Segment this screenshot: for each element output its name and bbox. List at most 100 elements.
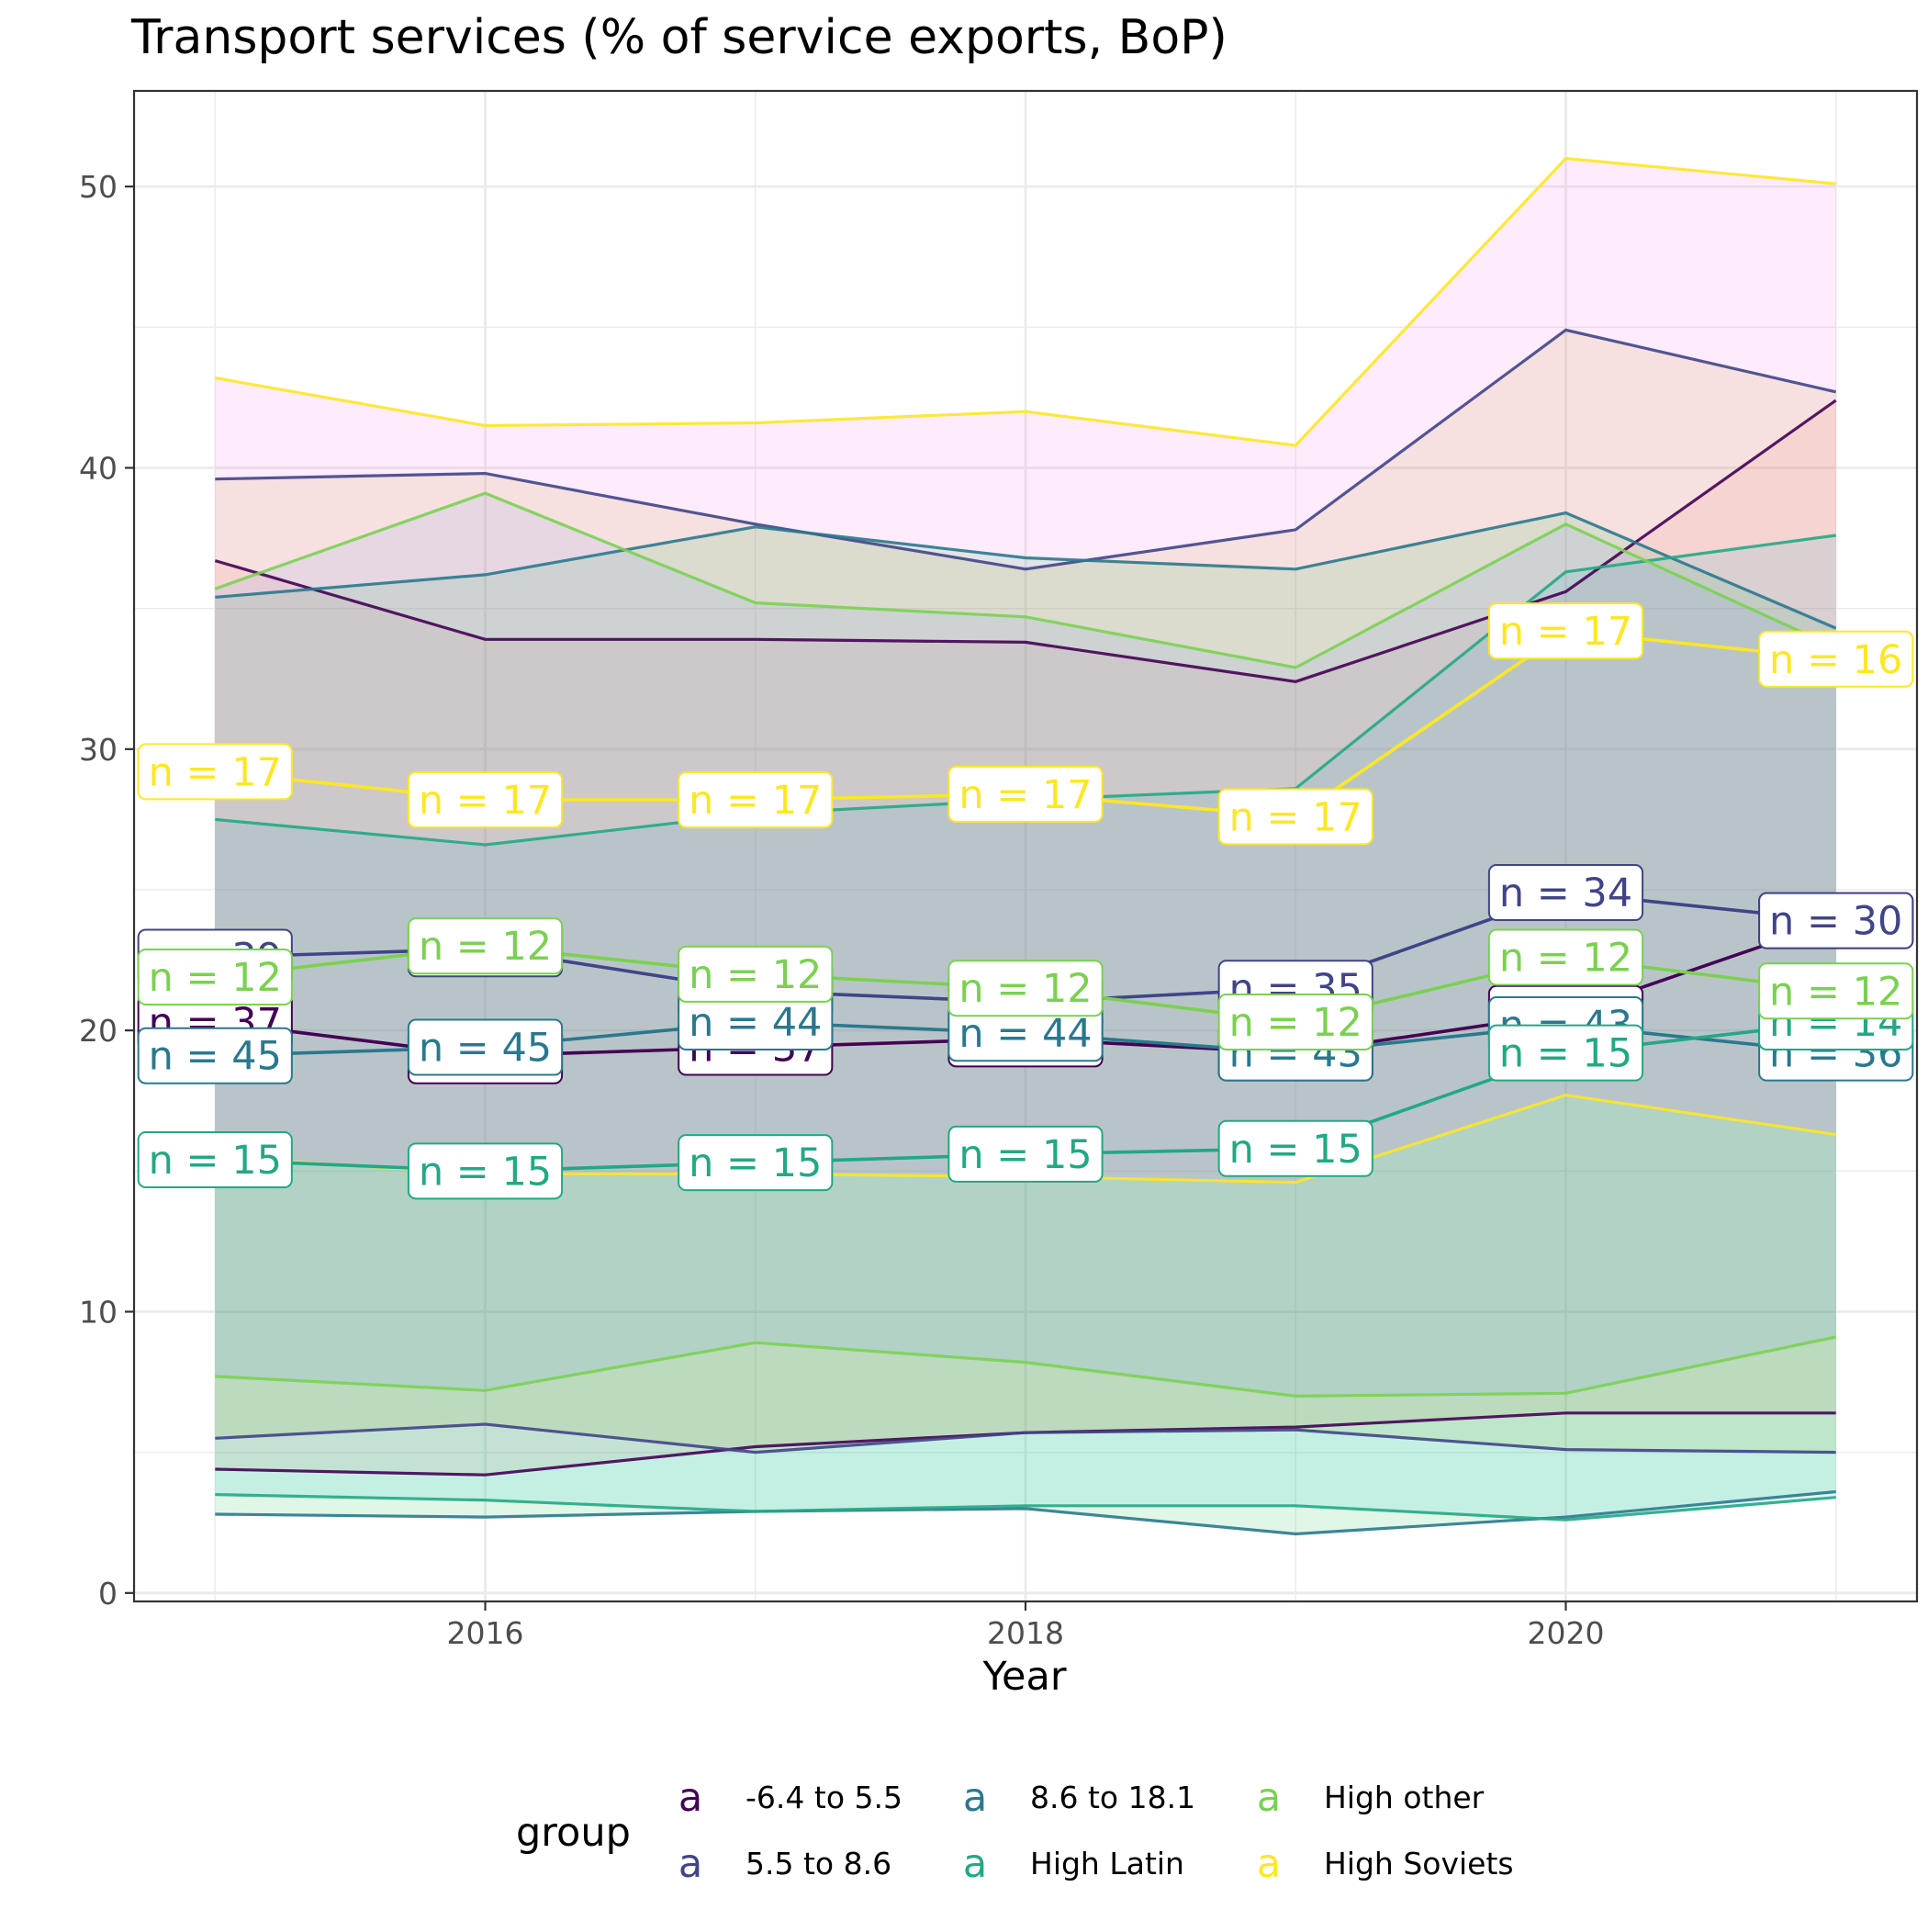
n-label-series-5: n = 16: [1758, 630, 1914, 688]
n-label-box: [1487, 1024, 1644, 1082]
n-label-text: n = 45: [419, 1026, 552, 1072]
n-label-series-4: n = 12: [407, 917, 564, 975]
legend-key-glyph: a: [963, 1775, 987, 1821]
y-tick-label: 20: [79, 1013, 118, 1049]
upper-line-series-0: [214, 399, 1837, 683]
n-label-series-5: n = 17: [678, 770, 834, 828]
n-label-series-4: n = 12: [678, 945, 834, 1003]
n-label-box: [678, 1134, 834, 1192]
n-label-series-5: n = 17: [947, 765, 1104, 823]
n-label-series-4: n = 12: [1217, 993, 1373, 1050]
n-label-text: n = 12: [1229, 1000, 1362, 1046]
n-label-box: [407, 1018, 564, 1076]
n-label-text: n = 44: [689, 1000, 822, 1046]
n-label-series-4: n = 12: [1487, 928, 1644, 986]
n-label-text: n = 12: [1499, 936, 1632, 982]
n-label-text: n = 30: [1769, 899, 1902, 945]
n-label-text: n = 15: [419, 1149, 552, 1195]
y-tick-label: 50: [79, 169, 118, 205]
n-label-text: n = 12: [689, 952, 822, 998]
n-label-box: [1217, 993, 1373, 1050]
n-label-text: n = 44: [958, 1011, 1092, 1057]
n-label-box: [947, 765, 1104, 823]
chart-title: Transport services (% of service exports…: [130, 10, 1227, 65]
n-label-series-3: n = 15: [1487, 1024, 1644, 1082]
legend-key-glyph: a: [1257, 1775, 1281, 1821]
n-label-box: [137, 743, 293, 801]
n-label-series-2: n = 44: [678, 993, 834, 1050]
n-label-text: n = 15: [1229, 1127, 1362, 1173]
n-label-text: n = 15: [689, 1140, 822, 1186]
legend-entry-label: 5.5 to 8.6: [745, 1846, 891, 1881]
n-label-box: [1758, 962, 1914, 1020]
n-label-series-3: n = 15: [407, 1142, 564, 1200]
n-label-text: n = 34: [1499, 871, 1632, 916]
n-label-box: [137, 1027, 293, 1084]
n-label-text: n = 12: [1769, 969, 1902, 1015]
n-label-series-4: n = 12: [947, 960, 1104, 1017]
n-label-series-4: n = 12: [1758, 962, 1914, 1020]
y-tick-label: 30: [79, 732, 118, 768]
n-label-series-5: n = 17: [1217, 788, 1373, 846]
n-label-series-3: n = 15: [1217, 1119, 1373, 1177]
n-label-text: n = 16: [1769, 637, 1902, 683]
y-tick-label: 0: [98, 1576, 118, 1612]
legend-key-glyph: a: [1257, 1841, 1281, 1887]
n-label-text: n = 12: [958, 966, 1092, 1012]
n-label-box: [407, 917, 564, 975]
n-label-box: [137, 948, 293, 1005]
ribbon-series-1: [215, 330, 1836, 1453]
lower-line-series-2: [215, 1489, 1836, 1536]
y-tick-label: 40: [79, 450, 118, 486]
legend-key-glyph: a: [963, 1841, 987, 1887]
lower-line-series-1: [215, 1422, 1836, 1455]
legend-entry-label: High Latin: [1030, 1846, 1184, 1881]
n-label-text: n = 15: [1499, 1031, 1632, 1077]
n-label-box: [947, 1125, 1104, 1183]
n-label-box: [678, 945, 834, 1003]
lower-line-series-3: [215, 1493, 1836, 1522]
axes: 0 10 20 30 40 50 2016 2018 2020: [79, 169, 1604, 1651]
n-label-series-3: n = 15: [678, 1134, 834, 1192]
n-label-text: n = 15: [149, 1138, 282, 1184]
legend-entry-label: 8.6 to 18.1: [1030, 1780, 1195, 1815]
n-label-series-3: n = 15: [947, 1125, 1104, 1183]
n-label-box: [1487, 864, 1644, 922]
n-label-box: [678, 770, 834, 828]
upper-line-series-5: [215, 156, 1836, 447]
legend-entry-label: High Soviets: [1324, 1846, 1514, 1881]
n-label-box: [407, 770, 564, 828]
legend-key-glyph: a: [678, 1775, 702, 1821]
n-label-text: n = 12: [149, 955, 282, 1001]
upper-line-series-2: [215, 511, 1837, 630]
n-label-series-5: n = 17: [407, 770, 564, 828]
n-label-text: n = 17: [419, 778, 552, 824]
lower-line-series-4: [215, 1335, 1837, 1398]
n-label-series-3: n = 15: [137, 1131, 293, 1189]
n-label-series-2: n = 45: [137, 1027, 293, 1084]
upper-line-series-1: [215, 328, 1837, 571]
n-label-box: [947, 960, 1104, 1017]
n-label-box: [407, 1142, 564, 1200]
n-label-series-1: n = 34: [1487, 864, 1644, 922]
legend-entry-label: High other: [1324, 1780, 1485, 1815]
n-label-text: n = 17: [1499, 609, 1632, 655]
n-label-text: n = 17: [958, 772, 1092, 818]
n-label-box: [1487, 928, 1644, 986]
y-tick-label: 10: [79, 1294, 118, 1330]
n-label-text: n = 17: [689, 778, 822, 824]
x-axis-title: Year: [981, 1654, 1066, 1700]
n-label-text: n = 15: [958, 1132, 1092, 1178]
x-tick-label: 2016: [447, 1615, 524, 1651]
ribbons: [215, 158, 1836, 1534]
n-label-series-4: n = 12: [137, 948, 293, 1005]
n-label-box: [137, 1131, 293, 1189]
x-tick-label: 2020: [1527, 1615, 1604, 1651]
n-label-box: [1217, 1119, 1373, 1177]
n-label-box: [1217, 788, 1373, 846]
n-label-series-2: n = 44: [947, 1005, 1104, 1062]
n-label-box: [1758, 630, 1914, 688]
n-label-series-5: n = 17: [1487, 602, 1644, 660]
